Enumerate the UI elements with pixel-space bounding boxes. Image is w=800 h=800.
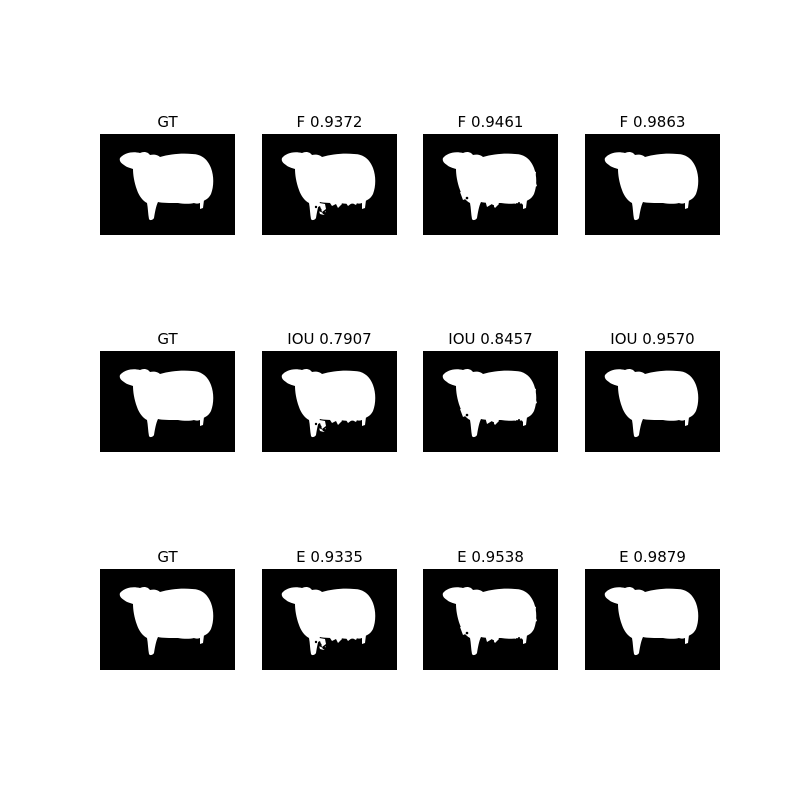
- panel-title: E 0.9538: [457, 548, 524, 566]
- mask-hole: [491, 421, 495, 425]
- sheep-silhouette: [119, 586, 214, 656]
- ground-truth-mask: [100, 134, 235, 235]
- sheep-hind-leg: [200, 200, 204, 209]
- panel-title: F 0.9863: [619, 113, 686, 131]
- mask-hole: [318, 425, 322, 429]
- mask-ragged-edge: [485, 635, 499, 643]
- mask-ragged-edge: [314, 202, 326, 212]
- sheep-silhouette: [442, 151, 537, 221]
- mask-ragged-edge: [314, 637, 326, 647]
- sheep-hind-leg: [200, 417, 204, 426]
- predicted-mask: [423, 569, 558, 670]
- mask-ragged-edge: [328, 417, 342, 425]
- sheep-hind-leg: [685, 417, 689, 426]
- mask-ragged-edge: [531, 605, 537, 623]
- mask-ragged-edge: [511, 633, 527, 640]
- mask-ragged-edge: [511, 415, 527, 422]
- mask-hole: [318, 208, 322, 212]
- sheep-silhouette: [604, 586, 699, 656]
- panel-title: GT: [157, 113, 178, 131]
- sheep-hind-leg: [685, 635, 689, 644]
- mask-ragged-edge: [531, 170, 537, 188]
- panel-title: F 0.9461: [457, 113, 524, 131]
- ground-truth-mask: [100, 351, 235, 452]
- predicted-mask: [262, 351, 397, 452]
- predicted-mask: [423, 351, 558, 452]
- mask-hole: [465, 196, 469, 200]
- mask-hole: [322, 428, 326, 432]
- sheep-hind-leg: [685, 200, 689, 209]
- predicted-mask: [585, 569, 720, 670]
- sheep-silhouette: [604, 151, 699, 221]
- mask-hole: [314, 205, 318, 209]
- mask-hole: [518, 419, 520, 421]
- mask-ragged-edge: [511, 198, 527, 205]
- mask-hole: [518, 202, 520, 204]
- mask-hole: [465, 631, 469, 635]
- mask-hole: [518, 637, 520, 639]
- predicted-mask: [585, 134, 720, 235]
- sheep-silhouette: [604, 368, 699, 438]
- mask-ragged-edge: [344, 200, 358, 206]
- mask-hole: [318, 643, 322, 647]
- sheep-silhouette: [119, 368, 214, 438]
- panel-title: IOU 0.7907: [287, 330, 372, 348]
- predicted-mask: [262, 569, 397, 670]
- sheep-hind-leg: [362, 200, 366, 209]
- mask-hole: [322, 646, 326, 650]
- predicted-mask: [423, 134, 558, 235]
- sheep-silhouette: [119, 151, 214, 221]
- mask-ragged-edge: [344, 417, 358, 423]
- panel-title: GT: [157, 548, 178, 566]
- ground-truth-mask: [100, 569, 235, 670]
- predicted-mask: [585, 351, 720, 452]
- mask-hole: [465, 413, 469, 417]
- mask-hole: [491, 639, 495, 643]
- sheep-hind-leg: [200, 635, 204, 644]
- mask-hole: [314, 640, 318, 644]
- panel-title: F 0.9372: [296, 113, 363, 131]
- mask-hole: [491, 204, 495, 208]
- panel-title: GT: [157, 330, 178, 348]
- sheep-hind-leg: [362, 635, 366, 644]
- mask-ragged-edge: [531, 387, 537, 405]
- mask-ragged-edge: [485, 417, 499, 425]
- mask-ragged-edge: [344, 635, 358, 641]
- sheep-silhouette: [442, 368, 537, 438]
- mask-ragged-edge: [314, 419, 326, 429]
- sheep-silhouette: [442, 586, 537, 656]
- predicted-mask: [262, 134, 397, 235]
- mask-hole: [322, 211, 326, 215]
- mask-hole: [314, 422, 318, 426]
- sheep-hind-leg: [362, 417, 366, 426]
- mask-ragged-edge: [328, 200, 342, 208]
- mask-ragged-edge: [328, 635, 342, 643]
- panel-title: E 0.9879: [619, 548, 686, 566]
- panel-title: E 0.9335: [296, 548, 363, 566]
- panel-title: IOU 0.9570: [610, 330, 695, 348]
- panel-title: IOU 0.8457: [448, 330, 533, 348]
- mask-ragged-edge: [485, 200, 499, 208]
